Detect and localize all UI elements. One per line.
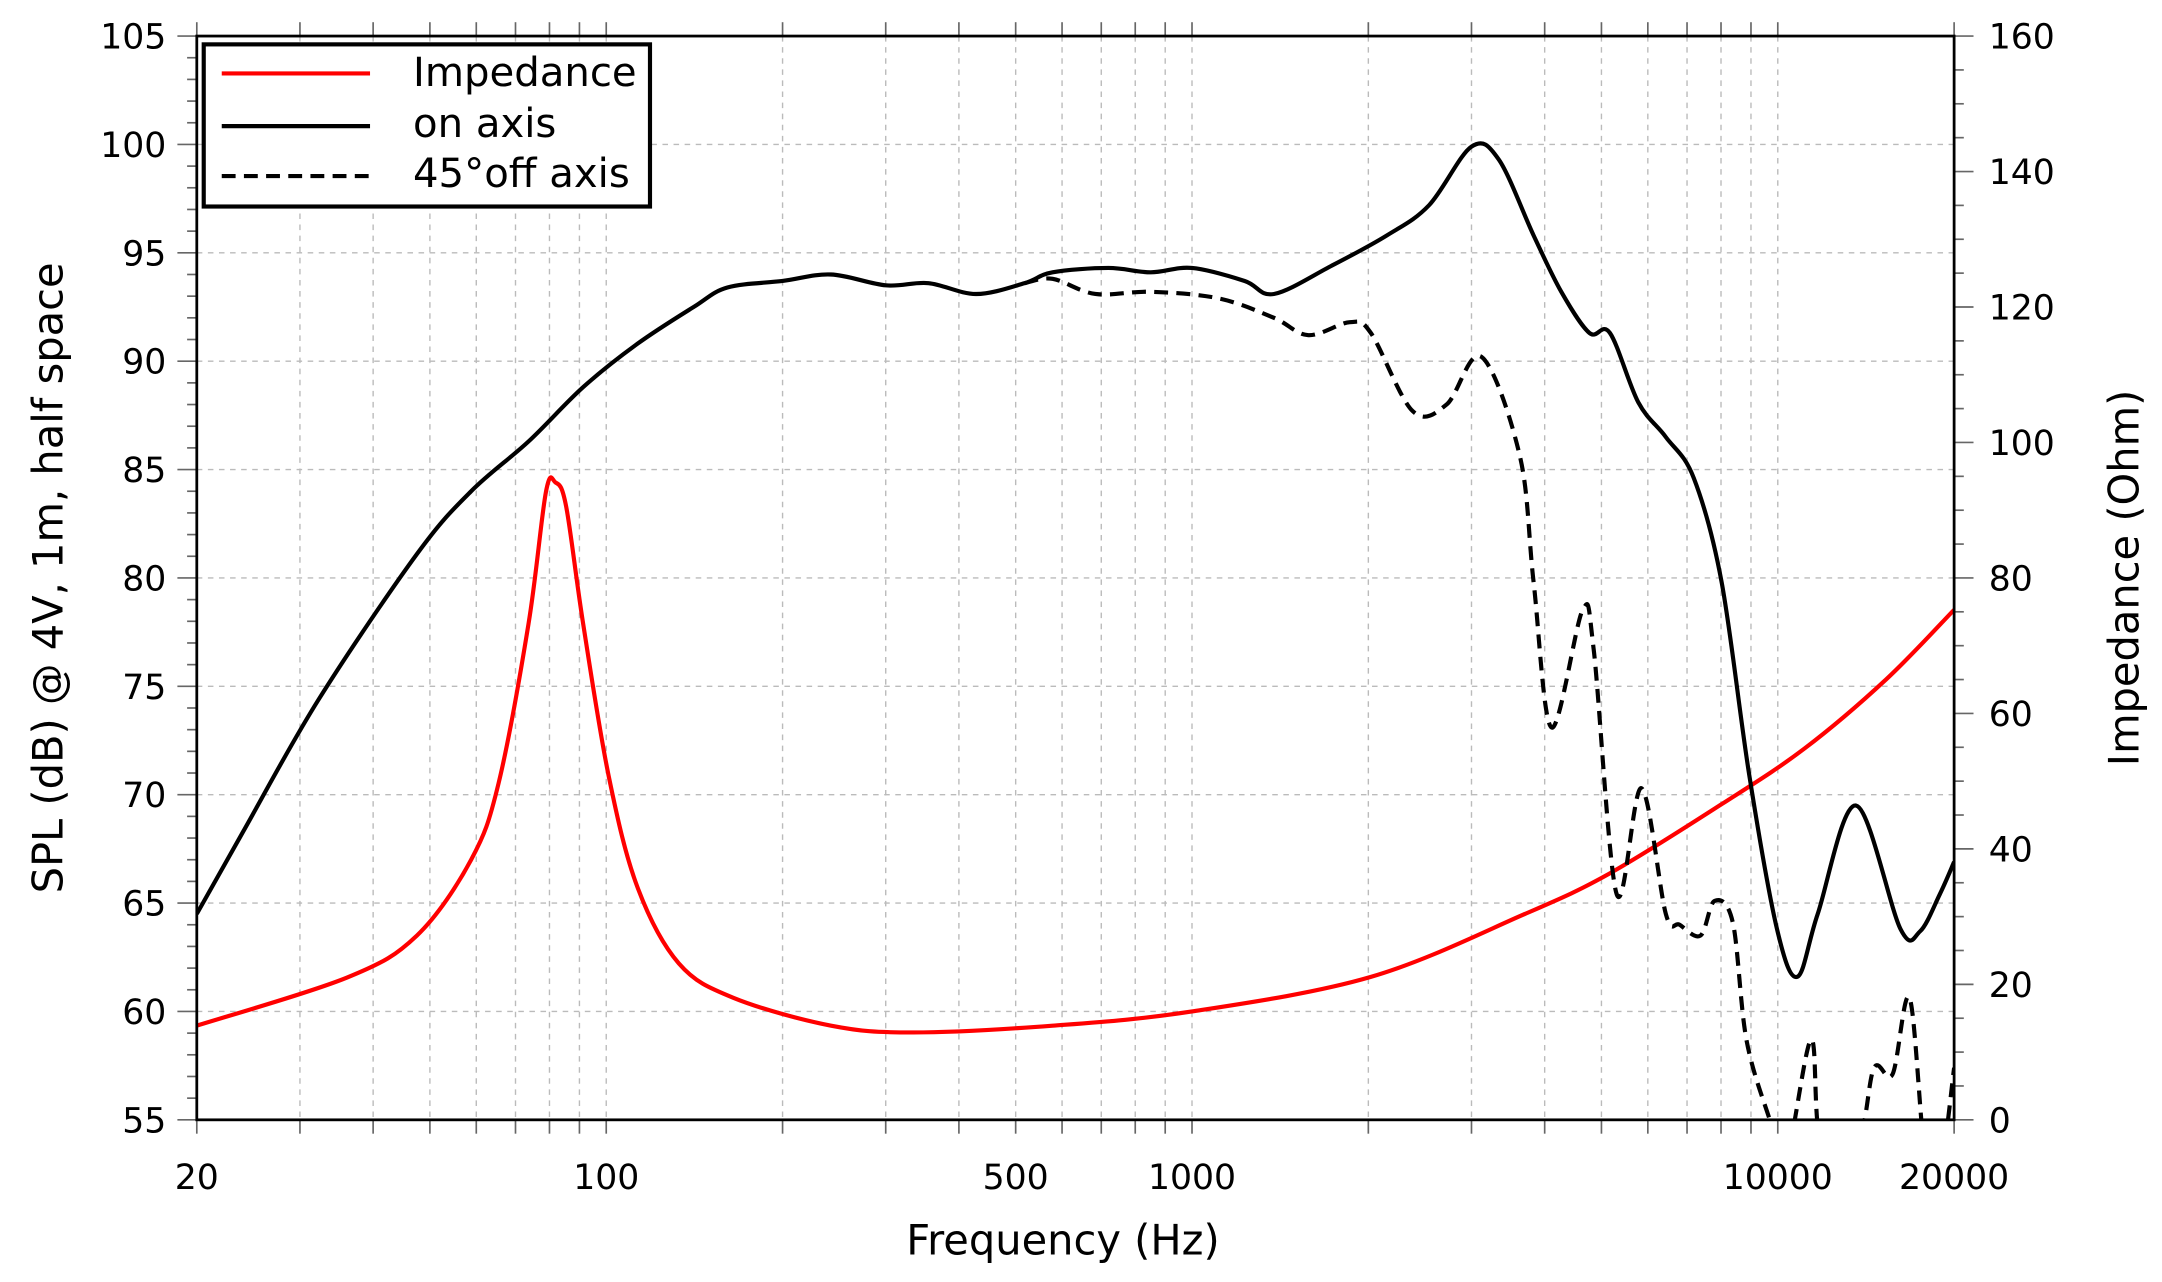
y2-tick-label: 80	[1989, 559, 2033, 599]
series-line-on-axis	[196, 141, 1955, 979]
plot-frame	[195, 34, 1956, 1122]
y2-tick-label: 40	[1989, 830, 2033, 870]
y-tick-label: 90	[122, 343, 166, 383]
y-tick-label: 95	[122, 234, 166, 274]
legend-label-impedance: Impedance	[413, 50, 637, 96]
axis-ticks: 20 100 500 1000 10000 20000556065707580859095…	[100, 18, 2055, 1199]
y2-tick-label: 160	[1989, 18, 2055, 58]
x-tick-label: 1000	[1148, 1158, 1236, 1198]
y2-tick-label: 0	[1989, 1101, 2011, 1141]
y2-tick-label: 60	[1989, 695, 2033, 735]
y2-tick-label: 120	[1989, 288, 2055, 328]
x-tick-label: 100	[573, 1158, 639, 1198]
y2-axis-label: Impedance (Ohm)	[2099, 390, 2148, 767]
y-tick-label: 105	[100, 18, 166, 58]
y-tick-label: 75	[122, 668, 166, 708]
y-tick-label: 70	[122, 776, 166, 816]
series-line-45-off-axis	[1024, 276, 1955, 1120]
y-tick-label: 65	[122, 885, 166, 925]
legend-label-on-axis: on axis	[413, 101, 556, 147]
y-tick-label: 55	[122, 1101, 166, 1141]
x-tick-label: 500	[983, 1158, 1049, 1198]
y-tick-label: 100	[100, 126, 166, 166]
y2-tick-label: 20	[1989, 966, 2033, 1006]
y-tick-label: 80	[122, 559, 166, 599]
y-tick-label: 85	[122, 451, 166, 491]
series-line-impedance	[196, 475, 1955, 1035]
x-tick-label: 20000	[1899, 1158, 2009, 1198]
y2-tick-label: 100	[1989, 424, 2055, 464]
x-tick-label: 10000	[1723, 1158, 1833, 1198]
y-tick-label: 60	[122, 993, 166, 1033]
y-axis-label: SPL (dB) @ 4V, 1m, half space	[23, 262, 72, 893]
legend-label-off-axis: 45°off axis	[413, 151, 630, 197]
x-tick-label: 20	[175, 1158, 219, 1198]
legend: Impedance on axis 45°off axis	[201, 42, 653, 209]
series-lines	[196, 141, 1955, 1120]
y2-tick-label: 140	[1989, 153, 2055, 193]
x-axis-label: Frequency (Hz)	[906, 1215, 1219, 1264]
